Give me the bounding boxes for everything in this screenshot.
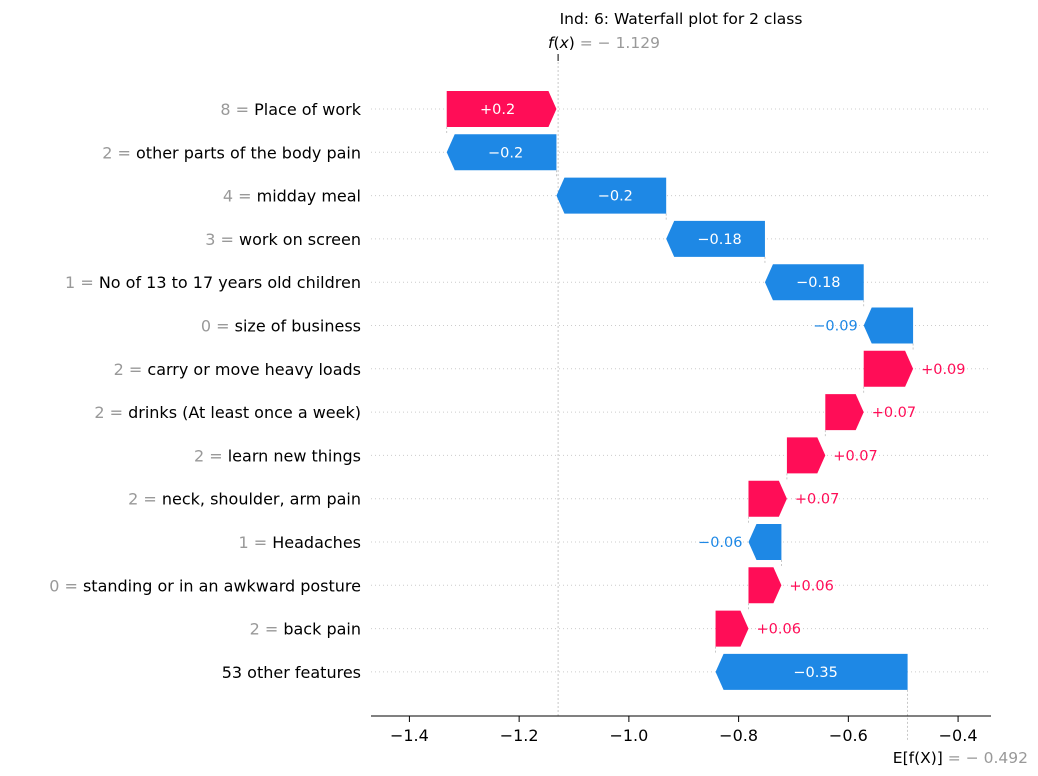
feature-name: size of business — [235, 317, 361, 336]
feature-labels: 8 = Place of work 2 = other parts of the … — [49, 100, 362, 682]
feature-label: 2 = carry or move heavy loads — [114, 360, 361, 379]
x-tick-label: −0.8 — [719, 726, 758, 745]
fx-label-rest: ( — [554, 34, 560, 52]
feature-name: drinks (At least once a week) — [128, 403, 361, 422]
feature-label: 2 = learn new things — [194, 446, 361, 465]
x-axis: −1.4 −1.2 −1.0 −0.8 −0.6 −0.4 — [371, 715, 991, 745]
base-label: E[f(X)] — [893, 749, 943, 767]
bar-6 — [863, 307, 914, 344]
feature-name: Headaches — [272, 533, 361, 552]
feature-value: 0 = — [49, 576, 83, 595]
bar-4 — [666, 220, 765, 257]
bar-value-label: −0.18 — [796, 275, 840, 291]
feature-label: 2 = neck, shoulder, arm pain — [128, 490, 361, 509]
bar-1 — [446, 91, 557, 127]
x-tick-label: −1.2 — [500, 726, 539, 745]
feature-value: 2 = — [128, 490, 162, 509]
bar-value-label: +0.06 — [756, 622, 800, 638]
bar-3 — [556, 177, 667, 214]
value-guides — [446, 54, 914, 740]
fx-annotation: f(x) = − 1.129 — [548, 34, 660, 52]
feature-value: 2 = — [250, 620, 284, 639]
feature-name: No of 13 to 17 years old children — [99, 273, 361, 292]
feature-label: 1 = No of 13 to 17 years old children — [65, 273, 361, 292]
feature-label: 2 = other parts of the body pain — [102, 143, 361, 162]
bar-9 — [786, 437, 826, 474]
base-eq: = — [943, 749, 966, 767]
bar-value-label: −0.18 — [697, 232, 741, 248]
feature-value: 3 = — [205, 230, 239, 249]
feature-value: 2 = — [102, 143, 136, 162]
bar-11 — [748, 524, 782, 560]
feature-name: midday meal — [257, 187, 361, 206]
bar-value-label: −0.2 — [598, 189, 633, 205]
feature-name: neck, shoulder, arm pain — [162, 490, 361, 509]
bar-value-label: +0.07 — [872, 405, 916, 421]
feature-label: 2 = back pain — [250, 620, 361, 639]
chart-title: Ind: 6: Waterfall plot for 2 class — [560, 10, 803, 28]
bar-5 — [764, 264, 864, 301]
feature-name: back pain — [283, 620, 361, 639]
feature-name: work on screen — [239, 230, 361, 249]
fx-value-number: − 1.129 — [598, 34, 660, 52]
bar-value-label: −0.2 — [488, 145, 523, 161]
bar-value-label: −0.09 — [813, 319, 857, 335]
bar-value-label: +0.06 — [789, 578, 833, 594]
feature-value: 1 = — [65, 273, 99, 292]
feature-name: other parts of the body pain — [136, 143, 361, 162]
feature-label: 2 = drinks (At least once a week) — [94, 403, 361, 422]
row-gridlines — [371, 108, 991, 673]
feature-label: 4 = midday meal — [223, 187, 361, 206]
bar-value-label: +0.09 — [921, 362, 965, 378]
bar-13 — [715, 610, 749, 647]
x-tick-label: −1.0 — [609, 726, 648, 745]
bar-value-label: +0.2 — [480, 102, 515, 118]
base-value-number: − 0.492 — [966, 749, 1028, 767]
base-value-annotation: E[f(X)] = − 0.492 — [893, 749, 1028, 767]
bar-12 — [748, 567, 782, 604]
bar-value-label: −0.06 — [698, 535, 742, 551]
feature-label: 3 = work on screen — [205, 230, 361, 249]
feature-value: 4 = — [223, 187, 257, 206]
fx-value: = — [575, 34, 598, 52]
fx-label-close: ) — [569, 34, 575, 52]
bar-8 — [825, 394, 864, 431]
bar-10 — [748, 480, 787, 517]
fx-label-f: f — [548, 34, 556, 52]
feature-label: 0 = size of business — [201, 317, 361, 336]
x-tick-label: −1.4 — [390, 726, 429, 745]
feature-label: 1 = Headaches — [238, 533, 361, 552]
feature-value: 2 = — [114, 360, 148, 379]
feature-label: 8 = Place of work — [220, 100, 361, 119]
feature-name: carry or move heavy loads — [147, 360, 361, 379]
bar-14 — [715, 653, 908, 690]
feature-label: 53 other features — [222, 663, 361, 682]
feature-value: 0 = — [201, 317, 235, 336]
feature-name: standing or in an awkward posture — [83, 576, 361, 595]
bar-2 — [446, 134, 557, 171]
feature-name: learn new things — [228, 446, 361, 465]
feature-value: 2 = — [94, 403, 128, 422]
feature-name: Place of work — [254, 100, 362, 119]
feature-value: 2 = — [194, 446, 228, 465]
feature-name: 53 other features — [222, 663, 361, 682]
bar-value-label: +0.07 — [795, 492, 839, 508]
bar-7 — [863, 350, 914, 387]
fx-label-x: x — [559, 34, 570, 52]
x-tick-label: −0.6 — [829, 726, 868, 745]
feature-label: 0 = standing or in an awkward posture — [49, 576, 361, 595]
feature-value: 8 = — [220, 100, 254, 119]
feature-value: 1 = — [238, 533, 272, 552]
bar-value-label: +0.07 — [833, 448, 877, 464]
bars: +0.2 −0.2 −0.2 −0.18 −0.18 −0.09 +0.09 +0.07 +0.… — [446, 91, 966, 690]
bar-value-label: −0.35 — [793, 665, 837, 681]
x-tick-label: −0.4 — [939, 726, 978, 745]
